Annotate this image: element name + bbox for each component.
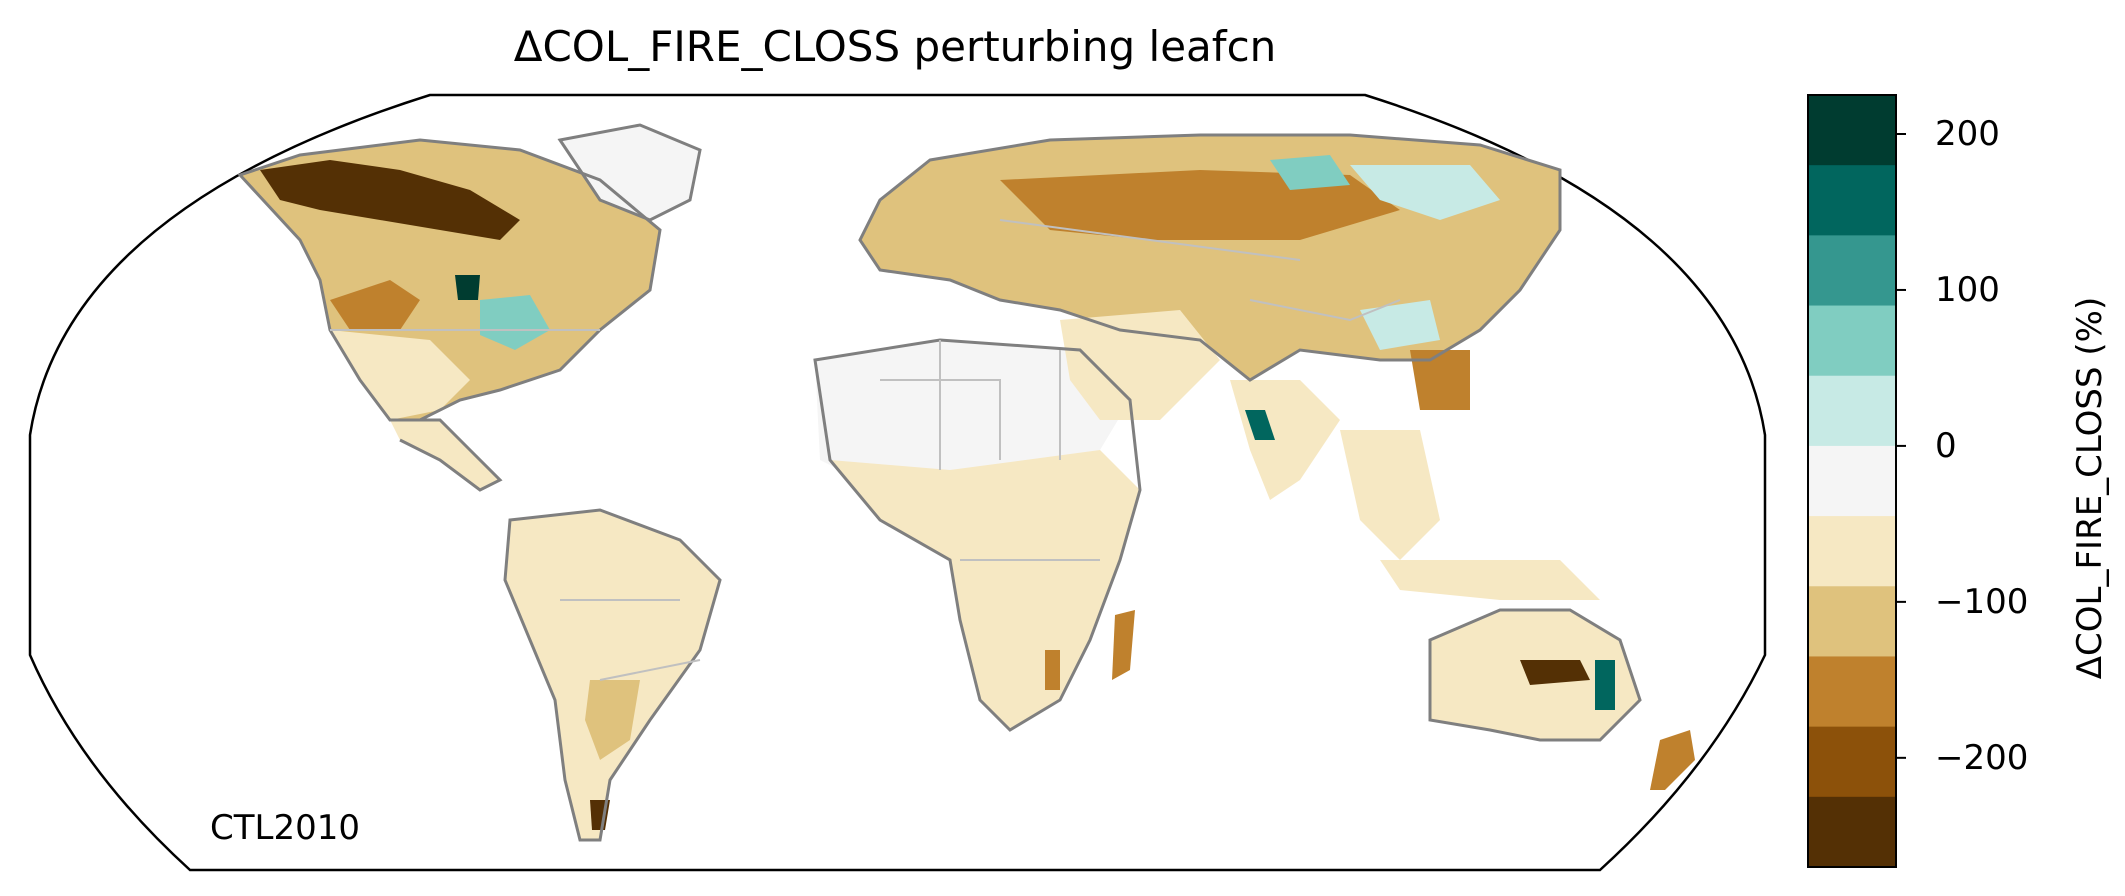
colorbar-bin xyxy=(1808,375,1896,447)
coastline-greenland xyxy=(557,123,702,222)
coastline-australia xyxy=(1428,608,1642,742)
colorbar-bin xyxy=(1808,305,1896,377)
colorbar-label: ΔCOL_FIRE_CLOSS (%) xyxy=(2070,296,2110,680)
colorbar-bin xyxy=(1808,656,1896,728)
region-china-light xyxy=(1360,300,1440,350)
colorbar-tick-label: −200 xyxy=(1935,737,2029,778)
region-new-zealand xyxy=(1650,730,1695,790)
region-siberia-teal xyxy=(1270,155,1350,190)
map-title: ΔCOL_FIRE_CLOSS perturbing leafcn xyxy=(513,22,1277,71)
region-madagascar xyxy=(1112,610,1135,680)
region-australia-dark xyxy=(1520,660,1590,685)
colorbar-tick-label: 200 xyxy=(1935,113,2000,154)
colorbar-bin xyxy=(1808,95,1896,166)
country-borders xyxy=(330,219,1401,681)
colorbar-tick-label: −100 xyxy=(1935,581,2029,622)
region-central-america xyxy=(390,420,500,490)
region-sa-tan xyxy=(585,680,640,760)
coastline-north-america xyxy=(237,138,662,422)
region-africa-north xyxy=(815,340,1130,490)
colorbar-frame xyxy=(1807,94,1897,868)
colorbar-bin xyxy=(1808,796,1896,868)
region-na-dark xyxy=(260,160,520,240)
colorbar-bin xyxy=(1808,586,1896,657)
colorbar xyxy=(1807,94,1906,868)
region-na-tan xyxy=(330,330,470,420)
colorbar-tick-label: 100 xyxy=(1935,269,2000,310)
region-greenland xyxy=(560,125,700,220)
region-indonesia xyxy=(1380,560,1600,600)
coastline-central-america xyxy=(390,418,503,492)
region-south-america xyxy=(505,510,720,840)
region-na-deep xyxy=(455,275,480,300)
region-na-brown xyxy=(330,280,420,330)
region-australia-teal xyxy=(1595,660,1615,710)
colorbar-bin xyxy=(1808,165,1896,236)
data-regions xyxy=(240,125,1695,840)
coastlines xyxy=(237,123,1642,842)
colorbar-bin xyxy=(1808,445,1896,517)
region-siberia-light xyxy=(1350,165,1500,220)
coastline-south-america xyxy=(503,508,722,842)
corner-label: CTL2010 xyxy=(210,808,360,848)
region-india-teal xyxy=(1245,410,1275,440)
region-se-asia xyxy=(1340,430,1440,560)
colorbar-bin xyxy=(1808,235,1896,307)
coastline-eurasia xyxy=(858,133,1562,382)
region-africa-south xyxy=(830,450,1140,730)
region-na-teal xyxy=(480,295,550,350)
colorbar-tick-label: 0 xyxy=(1935,425,1957,466)
coastline-africa xyxy=(813,338,1142,732)
colorbar-bin xyxy=(1808,516,1896,587)
region-china-brown xyxy=(1410,350,1470,410)
region-africa-brown xyxy=(1045,650,1060,690)
colorbar-bin xyxy=(1808,726,1896,798)
